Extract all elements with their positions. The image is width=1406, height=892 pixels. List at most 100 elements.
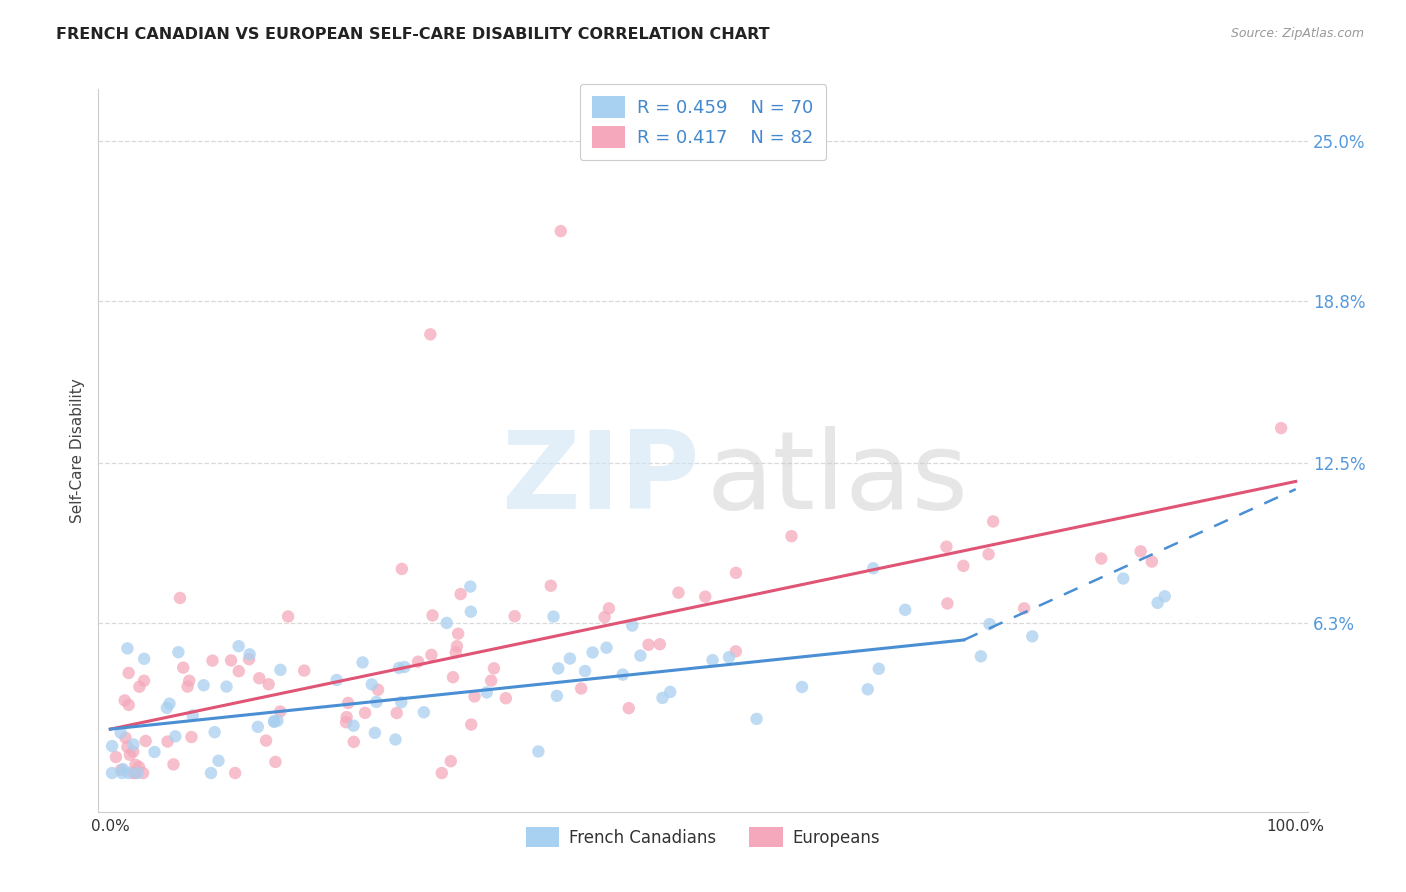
- Point: [228, 639, 250, 653]
- Point: [110, 725, 132, 739]
- Point: [540, 579, 562, 593]
- Point: [165, 729, 187, 743]
- Point: [118, 665, 141, 680]
- Point: [441, 670, 464, 684]
- Point: [384, 732, 406, 747]
- Point: [450, 587, 472, 601]
- Text: atlas: atlas: [707, 426, 969, 533]
- Point: [724, 644, 747, 658]
- Point: [420, 648, 443, 662]
- Point: [180, 730, 202, 744]
- Point: [263, 714, 285, 728]
- Point: [277, 609, 299, 624]
- Point: [617, 701, 640, 715]
- Point: [162, 757, 184, 772]
- Point: [475, 685, 498, 699]
- Point: [952, 558, 974, 573]
- Point: [101, 766, 124, 780]
- Point: [1021, 629, 1043, 643]
- Point: [143, 745, 166, 759]
- Point: [593, 610, 616, 624]
- Point: [117, 739, 139, 754]
- Point: [981, 515, 1004, 529]
- Point: [436, 615, 458, 630]
- Point: [581, 645, 603, 659]
- Point: [388, 661, 411, 675]
- Point: [292, 664, 315, 678]
- Point: [101, 739, 124, 753]
- Point: [503, 609, 526, 624]
- Point: [257, 677, 280, 691]
- Point: [406, 655, 429, 669]
- Point: [391, 562, 413, 576]
- Point: [224, 766, 246, 780]
- Point: [207, 754, 229, 768]
- Point: [612, 667, 634, 681]
- Point: [269, 705, 291, 719]
- Point: [325, 673, 347, 687]
- Point: [464, 690, 486, 704]
- Point: [447, 626, 470, 640]
- Point: [780, 529, 803, 543]
- Point: [266, 714, 288, 728]
- Point: [979, 617, 1001, 632]
- Point: [117, 641, 139, 656]
- Point: [124, 766, 146, 780]
- Point: [264, 755, 287, 769]
- Point: [156, 734, 179, 748]
- Point: [546, 689, 568, 703]
- Point: [135, 734, 157, 748]
- Point: [460, 717, 482, 731]
- Point: [1146, 596, 1168, 610]
- Point: [156, 701, 179, 715]
- Point: [862, 561, 884, 575]
- Point: [118, 747, 141, 762]
- Point: [479, 673, 502, 688]
- Point: [446, 639, 468, 653]
- Point: [550, 224, 572, 238]
- Point: [628, 648, 651, 663]
- Point: [122, 766, 145, 780]
- Point: [1090, 551, 1112, 566]
- Point: [460, 605, 482, 619]
- Point: [595, 640, 617, 655]
- Point: [367, 682, 389, 697]
- Point: [547, 661, 569, 675]
- Point: [122, 745, 145, 759]
- Point: [181, 708, 204, 723]
- Point: [132, 673, 155, 688]
- Point: [412, 706, 434, 720]
- Point: [543, 609, 565, 624]
- Point: [422, 608, 444, 623]
- Point: [176, 680, 198, 694]
- Point: [385, 706, 408, 720]
- Point: [598, 601, 620, 615]
- Point: [269, 663, 291, 677]
- Point: [342, 719, 364, 733]
- Point: [128, 760, 150, 774]
- Point: [1112, 572, 1135, 586]
- Point: [246, 720, 269, 734]
- Point: [717, 650, 740, 665]
- Text: ZIP: ZIP: [501, 426, 699, 533]
- Point: [430, 766, 453, 780]
- Point: [444, 645, 467, 659]
- Point: [790, 680, 813, 694]
- Point: [193, 678, 215, 692]
- Point: [254, 733, 277, 747]
- Point: [127, 766, 149, 780]
- Point: [360, 677, 382, 691]
- Point: [648, 637, 671, 651]
- Point: [219, 653, 242, 667]
- Point: [527, 744, 550, 758]
- Point: [621, 618, 644, 632]
- Point: [132, 766, 155, 780]
- Point: [482, 661, 505, 675]
- Point: [228, 664, 250, 678]
- Point: [868, 662, 890, 676]
- Y-axis label: Self-Care Disability: Self-Care Disability: [70, 378, 86, 523]
- Point: [894, 603, 917, 617]
- Point: [558, 651, 581, 665]
- Point: [336, 710, 359, 724]
- Point: [702, 653, 724, 667]
